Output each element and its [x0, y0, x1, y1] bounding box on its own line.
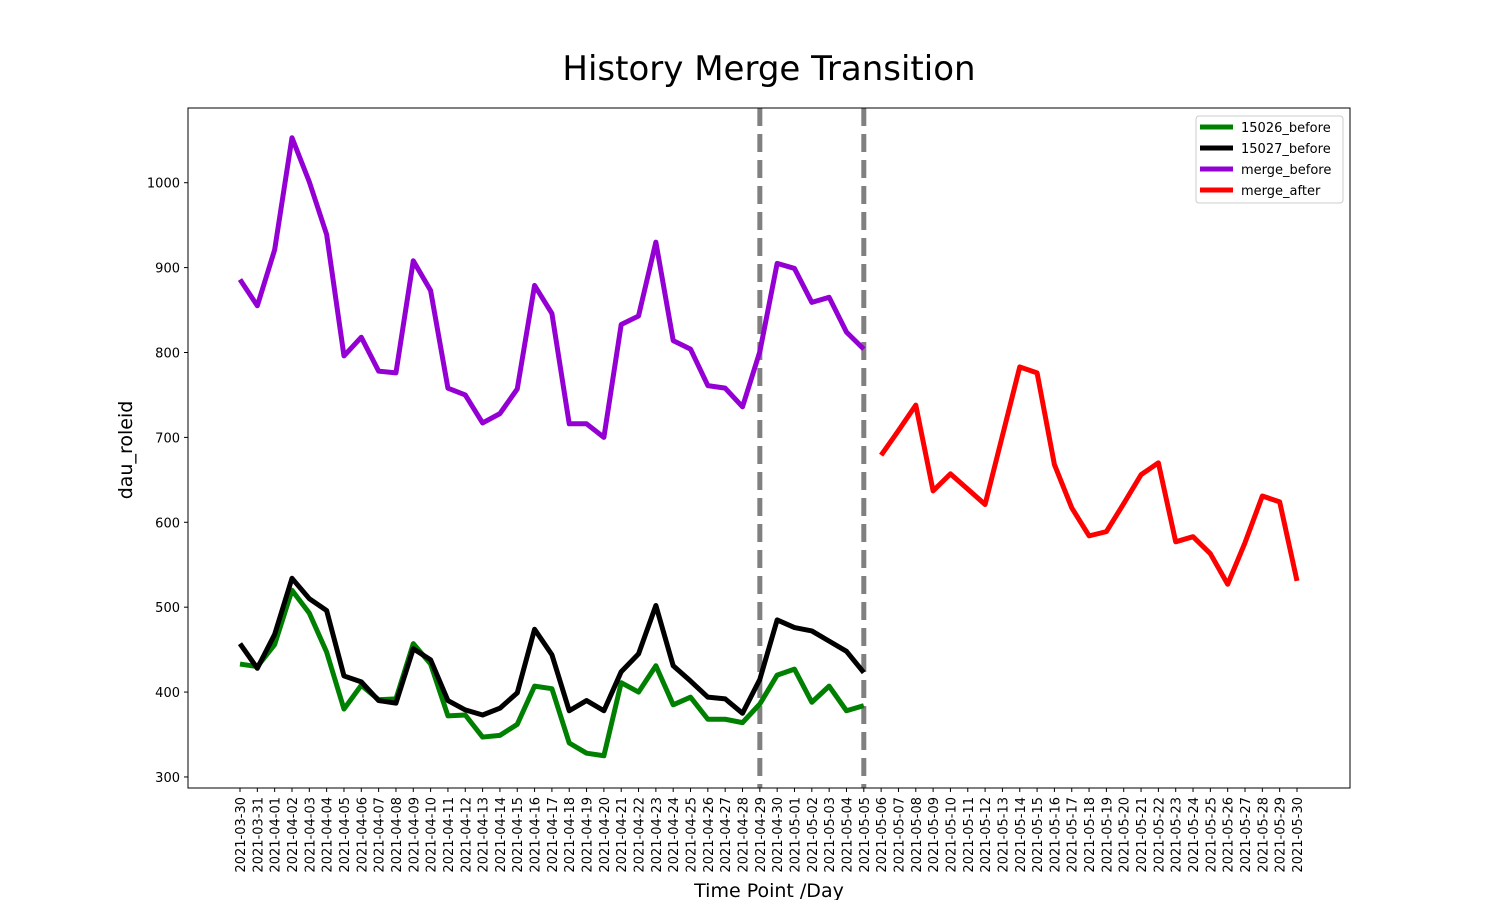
x-tick-label: 2021-05-27: [1239, 797, 1254, 873]
x-tick-label: 2021-04-01: [269, 797, 284, 873]
x-axis-label: Time Point /Day: [693, 880, 844, 900]
x-tick-label: 2021-04-09: [407, 797, 422, 873]
x-tick-label: 2021-05-29: [1274, 797, 1289, 873]
x-tick-label: 2021-05-11: [962, 797, 977, 873]
x-tick-label: 2021-05-23: [1170, 797, 1185, 873]
x-tick-label: 2021-04-12: [459, 797, 474, 873]
y-tick-label: 300: [155, 771, 180, 786]
x-tick-label: 2021-04-11: [442, 797, 457, 873]
x-tick-label: 2021-03-30: [234, 797, 249, 873]
y-tick-label: 800: [155, 346, 180, 361]
series-line: [239, 587, 865, 759]
x-tick-label: 2021-05-03: [823, 797, 838, 873]
y-axis-label: dau_roleid: [115, 401, 137, 500]
x-tick-label: 2021-04-02: [286, 797, 301, 873]
x-tick-label: 2021-05-17: [1066, 797, 1081, 873]
x-tick-label: 2021-05-26: [1222, 797, 1237, 873]
x-tick-label: 2021-05-01: [788, 797, 803, 873]
y-tick-label: 400: [155, 686, 180, 701]
x-tick-label: 2021-05-07: [892, 797, 907, 873]
x-tick-label: 2021-04-25: [685, 797, 700, 873]
x-tick-label: 2021-04-22: [633, 797, 648, 873]
x-tick-label: 2021-04-06: [355, 797, 370, 873]
x-tick-label: 2021-04-28: [737, 797, 752, 873]
x-tick-label: 2021-05-06: [875, 797, 890, 873]
x-tick-label: 2021-05-22: [1152, 797, 1167, 873]
x-tick-label: 2021-05-10: [944, 797, 959, 873]
legend: 15026_before 15027_before merge_beforemerg…: [1195, 115, 1344, 204]
y-tick-label: 900: [155, 262, 180, 277]
x-tick-label: 2021-04-10: [425, 797, 440, 873]
x-tick-label: 2021-05-19: [1100, 797, 1115, 873]
x-tick-label: 2021-04-17: [546, 797, 561, 873]
x-tick-label: 2021-05-25: [1204, 797, 1219, 873]
x-tick-label: 2021-04-15: [511, 797, 526, 873]
x-tick-label: 2021-05-12: [979, 797, 994, 873]
x-tick-label: 2021-04-04: [321, 797, 336, 873]
x-tick-label: 2021-04-05: [338, 797, 353, 873]
x-tick-label: 2021-05-20: [1118, 797, 1133, 873]
x-tick-label: 2021-04-27: [719, 797, 734, 873]
x-tick-label: 2021-04-08: [390, 797, 405, 873]
x-tick-label: 2021-05-08: [910, 797, 925, 873]
x-tick-label: 2021-04-07: [373, 797, 388, 873]
x-tick-label: 2021-05-04: [840, 797, 855, 873]
x-tick-label: 2021-05-02: [806, 797, 821, 873]
y-tick-label: 500: [155, 601, 180, 616]
x-tick-label: 2021-04-29: [754, 797, 769, 873]
x-tick-label: 2021-04-23: [650, 797, 665, 873]
x-tick-label: 2021-04-30: [771, 797, 786, 873]
x-tick-label: 2021-05-30: [1291, 797, 1306, 873]
y-tick-label: 700: [155, 431, 180, 446]
legend-label: merge_after: [1241, 184, 1321, 199]
x-tick-label: 2021-05-24: [1187, 797, 1202, 873]
chart-title: History Merge Transition: [562, 49, 975, 89]
x-tick-label: 2021-04-21: [615, 797, 630, 873]
x-tick-label: 2021-05-15: [1031, 797, 1046, 873]
x-tick-label: 2021-04-18: [563, 797, 578, 873]
x-tick-label: 2021-05-28: [1256, 797, 1271, 873]
x-tick-label: 2021-04-14: [494, 797, 509, 873]
plot-frame: [187, 107, 1351, 789]
series-line: [879, 364, 1300, 587]
series-line: [237, 135, 866, 440]
series-line: [237, 575, 866, 718]
legend-label: 15027_before: [1241, 142, 1331, 157]
x-tick-label: 2021-04-26: [702, 797, 717, 873]
x-tick-label: 2021-05-14: [1014, 797, 1029, 873]
legend-label: 15026_before: [1241, 121, 1331, 136]
x-tick-label: 2021-04-03: [303, 797, 318, 873]
y-tick-label: 1000: [147, 177, 180, 192]
legend-label: merge_before: [1241, 163, 1331, 178]
x-tick-label: 2021-05-21: [1135, 797, 1150, 873]
legend-box: [1195, 115, 1344, 204]
x-tick-label: 2021-05-09: [927, 797, 942, 873]
x-tick-label: 2021-04-13: [477, 797, 492, 873]
x-tick-label: 2021-03-31: [251, 797, 266, 873]
x-tick-label: 2021-05-18: [1083, 797, 1098, 873]
x-tick-label: 2021-05-13: [996, 797, 1011, 873]
x-tick-label: 2021-04-24: [667, 797, 682, 873]
y-tick-label: 600: [155, 516, 180, 531]
x-tick-label: 2021-05-16: [1048, 797, 1063, 873]
x-tick-label: 2021-04-16: [529, 797, 544, 873]
x-tick-label: 2021-05-05: [858, 797, 873, 873]
x-tick-label: 2021-04-19: [581, 797, 596, 873]
x-tick-label: 2021-04-20: [598, 797, 613, 873]
